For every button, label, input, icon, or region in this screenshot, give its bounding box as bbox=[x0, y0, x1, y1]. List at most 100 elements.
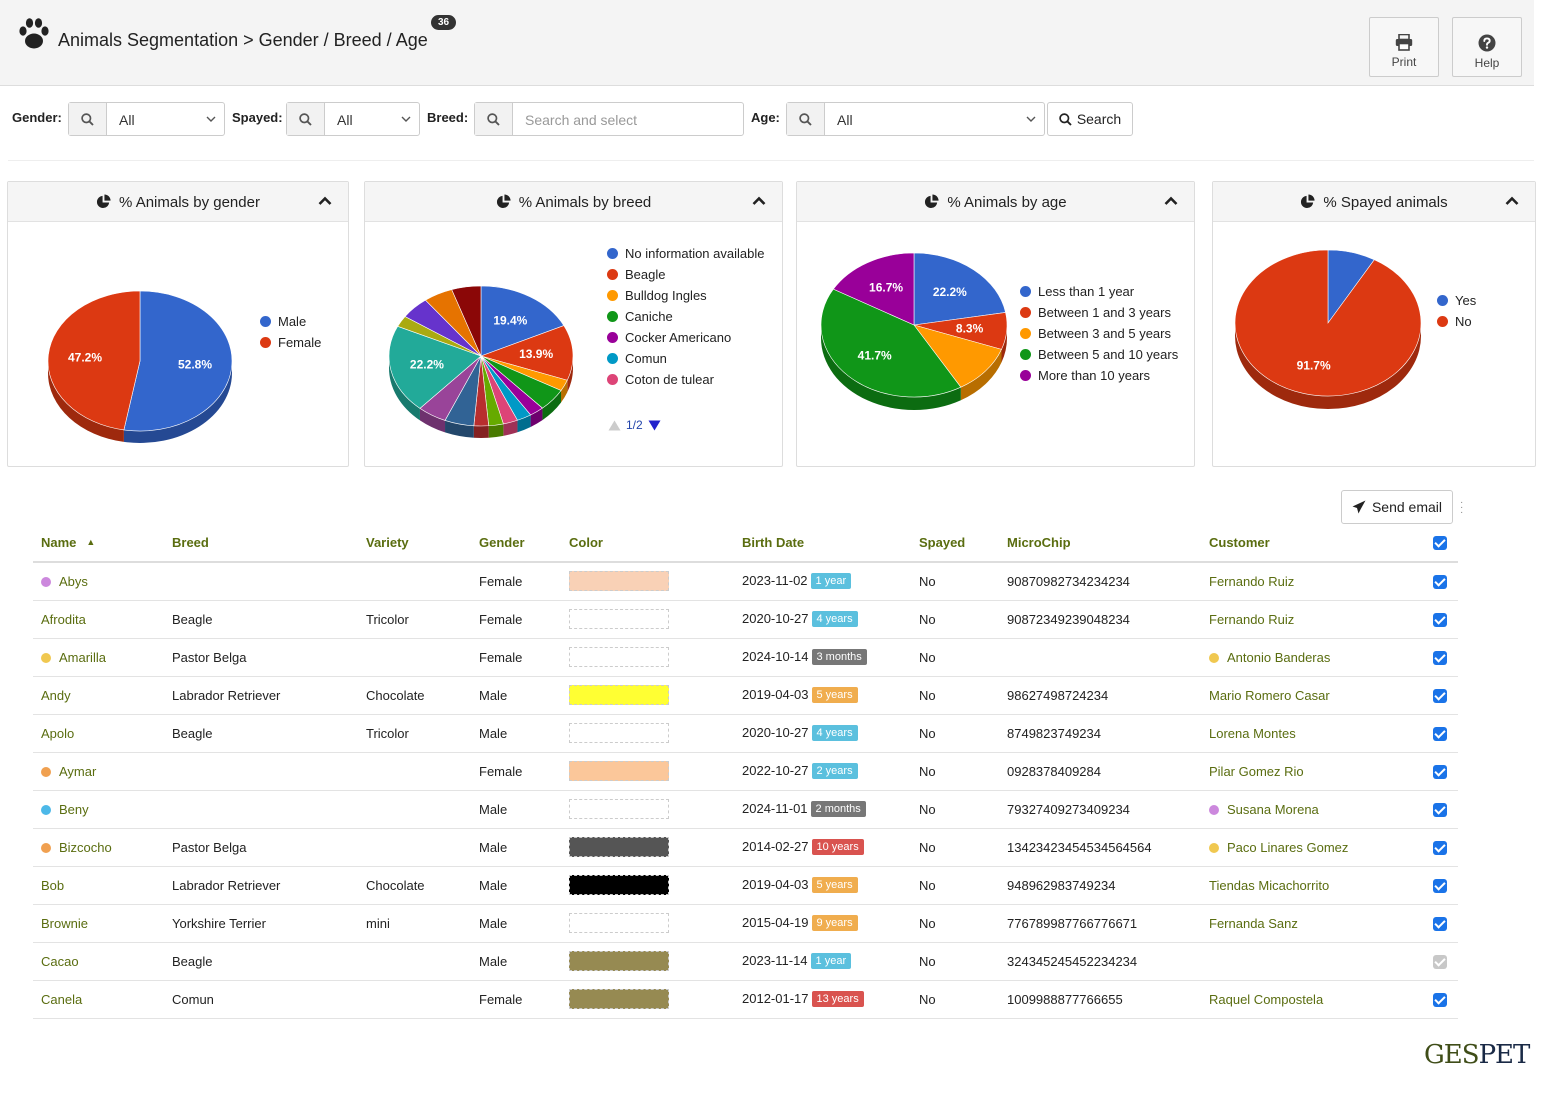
row-checkbox[interactable] bbox=[1433, 840, 1447, 855]
legend-item[interactable]: No bbox=[1437, 311, 1476, 332]
animal-name-cell[interactable]: Apolo bbox=[33, 714, 164, 753]
pie-slice[interactable] bbox=[480, 285, 565, 357]
animal-name-cell[interactable]: Abys bbox=[33, 562, 164, 601]
pager-next-icon[interactable] bbox=[648, 420, 661, 431]
col-microchip[interactable]: MicroChip bbox=[999, 524, 1201, 563]
customer-cell[interactable]: Paco Linares Gomez bbox=[1201, 828, 1422, 867]
col-breed[interactable]: Breed bbox=[164, 524, 358, 563]
animal-name-cell[interactable]: Aymar bbox=[33, 752, 164, 791]
legend-item[interactable]: Yes bbox=[1437, 290, 1476, 311]
legend-item[interactable]: Male bbox=[260, 311, 321, 332]
table-row[interactable]: Beny Male 2024-11-01 2 months No 793274092734… bbox=[33, 790, 1458, 829]
customer-cell[interactable]: Susana Morena bbox=[1201, 790, 1422, 829]
pie-slice[interactable] bbox=[123, 290, 233, 432]
select-cell[interactable] bbox=[1422, 562, 1458, 601]
pie-slice[interactable] bbox=[1234, 249, 1422, 397]
select-cell[interactable] bbox=[1422, 828, 1458, 867]
select-cell[interactable] bbox=[1422, 752, 1458, 791]
select-cell[interactable] bbox=[1422, 638, 1458, 677]
col-name[interactable]: Name ▲ bbox=[33, 524, 164, 563]
animal-name-cell[interactable]: Afrodita bbox=[33, 600, 164, 639]
more-options-icon[interactable]: · · · bbox=[1460, 497, 1464, 518]
pie-slice[interactable] bbox=[388, 325, 482, 409]
row-checkbox[interactable] bbox=[1433, 916, 1447, 931]
select-all-checkbox[interactable] bbox=[1433, 536, 1447, 551]
breed-search-select[interactable]: Search and select bbox=[474, 102, 744, 136]
animal-name-cell[interactable]: Canela bbox=[33, 980, 164, 1019]
table-row[interactable]: Cacao Beagle Male 2023-11-14 1 year No 3243452… bbox=[33, 942, 1458, 981]
pager-prev-icon[interactable] bbox=[608, 420, 621, 431]
legend-item[interactable]: More than 10 years bbox=[1020, 365, 1178, 386]
pie-slice[interactable] bbox=[47, 290, 141, 431]
row-checkbox[interactable] bbox=[1433, 688, 1447, 703]
print-button[interactable]: Print bbox=[1369, 17, 1439, 77]
table-row[interactable]: Aymar Female 2022-10-27 2 years No 0928378409… bbox=[33, 752, 1458, 791]
col-select-all[interactable] bbox=[1422, 524, 1458, 563]
row-checkbox[interactable] bbox=[1433, 612, 1447, 627]
legend-item[interactable]: Cocker Americano bbox=[607, 327, 764, 348]
customer-cell[interactable]: Tiendas Micachorrito bbox=[1201, 866, 1422, 905]
legend-item[interactable]: Between 5 and 10 years bbox=[1020, 344, 1178, 365]
search-button[interactable]: Search bbox=[1047, 102, 1133, 136]
legend-item[interactable]: Less than 1 year bbox=[1020, 281, 1178, 302]
row-checkbox[interactable] bbox=[1433, 802, 1447, 817]
customer-cell[interactable]: Fernando Ruiz bbox=[1201, 562, 1422, 601]
legend-item[interactable]: Comun bbox=[607, 348, 764, 369]
select-cell[interactable] bbox=[1422, 676, 1458, 715]
gender-select[interactable]: All bbox=[68, 102, 225, 136]
chevron-up-icon[interactable] bbox=[752, 196, 766, 206]
col-variety[interactable]: Variety bbox=[358, 524, 471, 563]
chevron-up-icon[interactable] bbox=[1164, 196, 1178, 206]
chevron-up-icon[interactable] bbox=[1505, 196, 1519, 206]
table-row[interactable]: Amarilla Pastor Belga Female 2024-10-14 3 mo… bbox=[33, 638, 1458, 677]
customer-cell[interactable]: Fernando Ruiz bbox=[1201, 600, 1422, 639]
row-checkbox[interactable] bbox=[1433, 992, 1447, 1007]
animal-name-cell[interactable]: Amarilla bbox=[33, 638, 164, 677]
select-cell[interactable] bbox=[1422, 904, 1458, 943]
table-row[interactable]: Canela Comun Female 2012-01-17 13 years No 100… bbox=[33, 980, 1458, 1019]
animal-name-cell[interactable]: Brownie bbox=[33, 904, 164, 943]
legend-item[interactable]: Beagle bbox=[607, 264, 764, 285]
legend-item[interactable]: Coton de tulear bbox=[607, 369, 764, 390]
animal-name-cell[interactable]: Beny bbox=[33, 790, 164, 829]
pie-slice[interactable] bbox=[913, 324, 1002, 388]
legend-item[interactable]: No information available bbox=[607, 243, 764, 264]
customer-cell[interactable]: Raquel Compostela bbox=[1201, 980, 1422, 1019]
col-gender[interactable]: Gender bbox=[471, 524, 561, 563]
col-color[interactable]: Color bbox=[561, 524, 734, 563]
animal-name-cell[interactable]: Bob bbox=[33, 866, 164, 905]
table-row[interactable]: Abys Female 2023-11-02 1 year No 908709827342… bbox=[33, 562, 1458, 601]
legend-item[interactable]: Bulldog Ingles bbox=[607, 285, 764, 306]
col-customer[interactable]: Customer bbox=[1201, 524, 1422, 563]
animal-name-cell[interactable]: Bizcocho bbox=[33, 828, 164, 867]
pie-slice[interactable] bbox=[913, 252, 1006, 326]
row-checkbox[interactable] bbox=[1433, 954, 1447, 969]
help-button[interactable]: Help bbox=[1452, 17, 1522, 77]
table-row[interactable]: Brownie Yorkshire Terrier mini Male 2015-04-… bbox=[33, 904, 1458, 943]
customer-cell[interactable]: Lorena Montes bbox=[1201, 714, 1422, 753]
age-select[interactable]: All bbox=[786, 102, 1045, 136]
legend-item[interactable]: Between 1 and 3 years bbox=[1020, 302, 1178, 323]
customer-cell[interactable]: Mario Romero Casar bbox=[1201, 676, 1422, 715]
pie-slice[interactable] bbox=[832, 252, 915, 326]
customer-cell[interactable]: Fernanda Sanz bbox=[1201, 904, 1422, 943]
col-birth-date[interactable]: Birth Date bbox=[734, 524, 911, 563]
table-row[interactable]: Bob Labrador Retriever Chocolate Male 2019-0… bbox=[33, 866, 1458, 905]
customer-cell[interactable] bbox=[1201, 942, 1422, 981]
chevron-up-icon[interactable] bbox=[318, 196, 332, 206]
select-cell[interactable] bbox=[1422, 866, 1458, 905]
customer-cell[interactable]: Pilar Gomez Rio bbox=[1201, 752, 1422, 791]
legend-item[interactable]: Between 3 and 5 years bbox=[1020, 323, 1178, 344]
legend-item[interactable]: Female bbox=[260, 332, 321, 353]
select-cell[interactable] bbox=[1422, 714, 1458, 753]
select-cell[interactable] bbox=[1422, 600, 1458, 639]
select-cell[interactable] bbox=[1422, 790, 1458, 829]
select-cell[interactable] bbox=[1422, 980, 1458, 1019]
row-checkbox[interactable] bbox=[1433, 575, 1447, 590]
pie-slice[interactable] bbox=[820, 288, 962, 398]
spayed-select[interactable]: All bbox=[286, 102, 420, 136]
legend-item[interactable]: Caniche bbox=[607, 306, 764, 327]
col-spayed[interactable]: Spayed bbox=[911, 524, 999, 563]
animal-name-cell[interactable]: Andy bbox=[33, 676, 164, 715]
pie-slice[interactable] bbox=[480, 325, 574, 381]
